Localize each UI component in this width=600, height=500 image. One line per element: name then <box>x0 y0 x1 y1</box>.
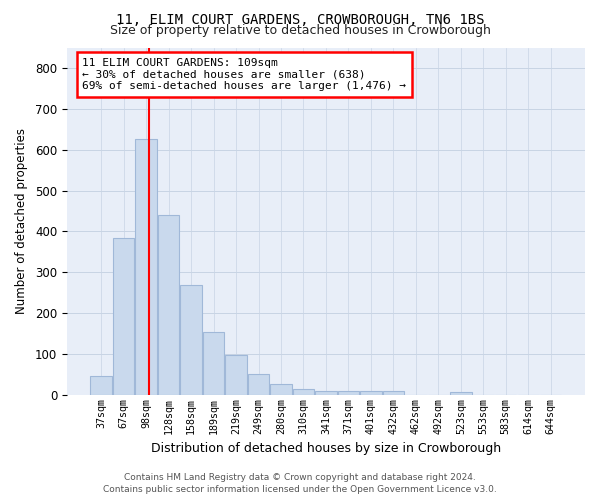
Text: 11, ELIM COURT GARDENS, CROWBOROUGH, TN6 1BS: 11, ELIM COURT GARDENS, CROWBOROUGH, TN6… <box>116 12 484 26</box>
Bar <box>136 140 157 395</box>
Text: Contains HM Land Registry data © Crown copyright and database right 2024.
Contai: Contains HM Land Registry data © Crown c… <box>103 472 497 494</box>
Bar <box>293 389 314 395</box>
Bar <box>248 374 269 395</box>
Bar <box>315 391 337 395</box>
Bar <box>91 376 112 395</box>
Bar <box>338 391 359 395</box>
Bar <box>360 391 382 395</box>
Bar <box>203 332 224 395</box>
Bar <box>181 284 202 395</box>
Text: 11 ELIM COURT GARDENS: 109sqm
← 30% of detached houses are smaller (638)
69% of : 11 ELIM COURT GARDENS: 109sqm ← 30% of d… <box>82 58 406 91</box>
Text: Size of property relative to detached houses in Crowborough: Size of property relative to detached ho… <box>110 24 490 37</box>
Bar <box>113 238 134 395</box>
X-axis label: Distribution of detached houses by size in Crowborough: Distribution of detached houses by size … <box>151 442 501 455</box>
Bar <box>383 391 404 395</box>
Bar <box>450 392 472 395</box>
Bar <box>271 384 292 395</box>
Y-axis label: Number of detached properties: Number of detached properties <box>15 128 28 314</box>
Bar <box>158 215 179 395</box>
Bar <box>226 355 247 395</box>
